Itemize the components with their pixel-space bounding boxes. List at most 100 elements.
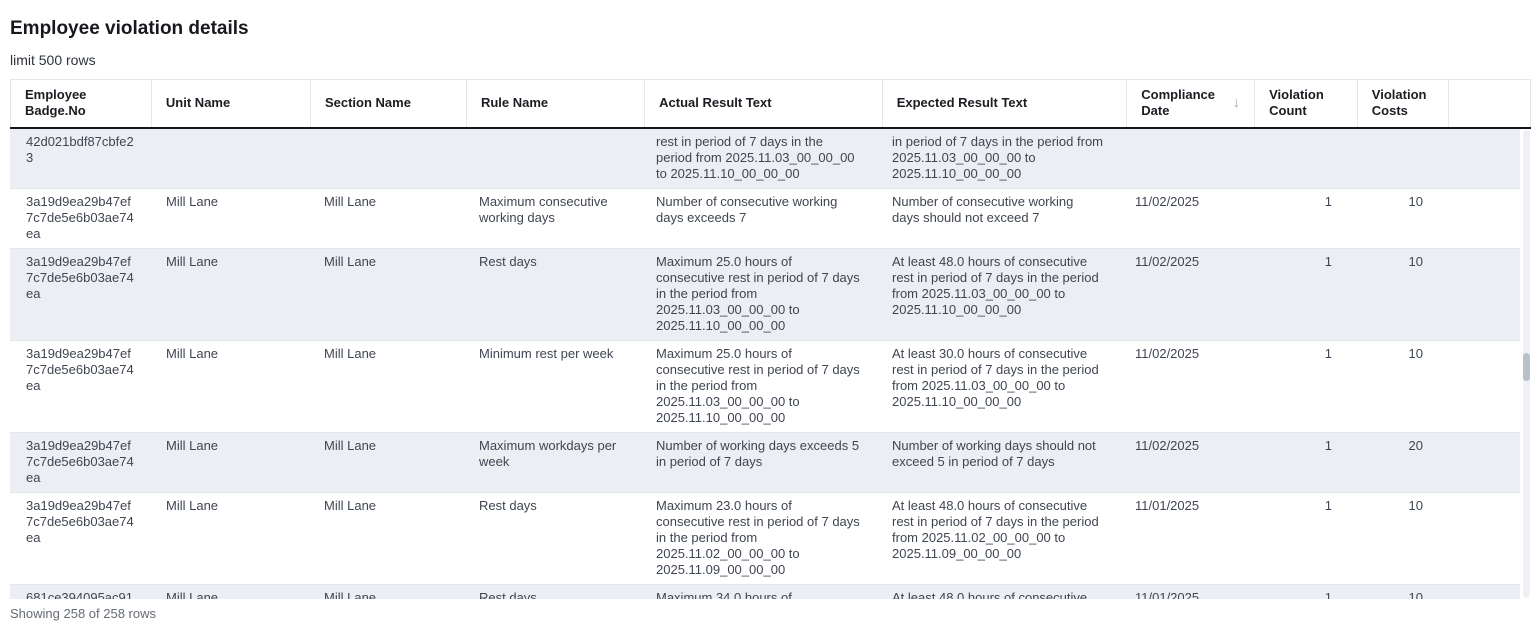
cell-count: 1 [1324,253,1332,269]
cell-rule [463,129,640,189]
column-header-label: Section Name [324,95,411,111]
column-header-unit[interactable]: Unit Name [151,79,311,128]
cell-rule: Rest days [479,497,537,513]
cell-rule: Rest days [479,589,537,599]
cell-section: Mill Lane [324,437,377,453]
cell-costs: 10 [1408,345,1423,361]
column-header-badge[interactable]: Employee Badge.No [10,79,152,128]
column-header-spacer [1449,80,1531,128]
sort-desc-icon[interactable]: ↓ [1232,94,1241,112]
cell-section: Mill Lane [324,345,377,361]
cell-badge: 681ce394095ac91a7fa9cef0e0d47c16 [26,589,133,599]
cell-unit: Mill Lane [166,589,219,599]
column-header-date[interactable]: Compliance Date ↓ [1126,79,1256,128]
cell-actual: Number of working days exceeds 5 in peri… [656,437,860,469]
cell-expected: At least 48.0 hours of consecutive rest … [892,253,1099,317]
cell-spacer [1439,432,1520,492]
cell-count: 1 [1324,497,1332,513]
cell-spacer [1439,188,1520,248]
cell-count: 1 [1324,345,1332,361]
cell-expected: At least 30.0 hours of consecutive rest … [892,345,1099,409]
cell-spacer [1439,340,1520,432]
cell-date: 11/02/2025 [1135,193,1200,209]
column-header-actual[interactable]: Actual Result Text [644,79,883,128]
cell-unit: Mill Lane [166,437,219,453]
cell-expected: Number of consecutive working days shoul… [892,193,1074,225]
cell-unit: Mill Lane [166,193,219,209]
cell-count: 1 [1324,589,1332,599]
table-row: 42d021bdf87cbfe23 rest in period of 7 day… [10,128,1520,189]
cell-actual: Number of consecutive working days excee… [656,193,838,225]
table-header-row: Employee Badge.No Unit Name Section Name Ru… [10,79,1531,128]
table-body-viewport[interactable]: 42d021bdf87cbfe23 rest in period of 7 day… [10,128,1531,599]
column-header-rule[interactable]: Rule Name [466,79,646,128]
row-count-status: Showing 258 of 258 rows [10,605,156,621]
column-header-section[interactable]: Section Name [310,79,467,128]
table-header: Employee Badge.No Unit Name Section Name Ru… [10,79,1531,129]
column-header-label: Employee Badge.No [25,87,87,119]
cell-costs: 10 [1408,497,1423,513]
column-header-label: Expected Result Text [896,95,1028,111]
column-header-label: Compliance Date [1141,87,1215,119]
cell-spacer [1439,584,1520,599]
row-limit-note: limit 500 rows [10,52,96,68]
table-row: 3a19d9ea29b47ef7c7de5e6b03ae74ea Mill Lan… [10,188,1520,248]
cell-rule: Maximum consecutive working days [479,193,608,225]
cell-expected: in period of 7 days in the period from 2… [892,133,1104,181]
table-row: 3a19d9ea29b47ef7c7de5e6b03ae74ea Mill Lan… [10,340,1520,432]
column-header-label: Rule Name [480,95,549,111]
cell-badge: 3a19d9ea29b47ef7c7de5e6b03ae74ea [26,193,134,241]
cell-date: 11/01/2025 [1135,589,1200,599]
cell-badge: 42d021bdf87cbfe23 [26,133,134,165]
cell-costs: 10 [1408,253,1423,269]
cell-rule: Minimum rest per week [479,345,614,361]
cell-expected: At least 48.0 hours of consecutive rest … [892,589,1088,599]
violations-table: Employee Badge.No Unit Name Section Name Ru… [10,79,1531,599]
cell-count: 1 [1324,193,1332,209]
column-header-count[interactable]: Violation Count [1254,79,1358,128]
cell-costs: 10 [1408,193,1423,209]
cell-costs: 10 [1408,589,1423,599]
cell-section [308,129,463,189]
cell-date [1119,129,1246,189]
cell-count [1246,129,1348,189]
cell-actual: rest in period of 7 days in the period f… [656,133,855,181]
cell-section: Mill Lane [324,193,377,209]
cell-unit [150,129,308,189]
cell-date: 11/02/2025 [1135,345,1200,361]
cell-expected: Number of working days should not exceed… [892,437,1096,469]
cell-date: 11/02/2025 [1135,437,1200,453]
cell-costs: 20 [1408,437,1423,453]
cell-date: 11/02/2025 [1135,253,1200,269]
cell-actual: Maximum 25.0 hours of consecutive rest i… [656,345,860,425]
cell-spacer [1439,492,1520,584]
cell-spacer [1439,129,1520,189]
table-row: 3a19d9ea29b47ef7c7de5e6b03ae74ea Mill Lan… [10,492,1520,584]
scrollbar-thumb[interactable] [1523,352,1530,381]
cell-section: Mill Lane [324,589,377,599]
cell-costs [1348,129,1439,189]
cell-section: Mill Lane [324,253,377,269]
table-row: 3a19d9ea29b47ef7c7de5e6b03ae74ea Mill Lan… [10,432,1520,492]
table-row: 681ce394095ac91a7fa9cef0e0d47c16 Mill Lan… [10,584,1520,599]
cell-count: 1 [1324,437,1332,453]
vertical-scrollbar[interactable] [1523,129,1530,598]
cell-unit: Mill Lane [166,253,219,269]
cell-badge: 3a19d9ea29b47ef7c7de5e6b03ae74ea [26,437,134,485]
column-header-label: Unit Name [165,95,231,111]
cell-date: 11/01/2025 [1135,497,1200,513]
cell-rule: Maximum workdays per week [479,437,617,469]
column-header-costs[interactable]: Violation Costs [1357,79,1450,128]
cell-actual: Maximum 23.0 hours of consecutive rest i… [656,497,860,577]
column-header-label: Actual Result Text [659,95,772,111]
cell-badge: 3a19d9ea29b47ef7c7de5e6b03ae74ea [26,253,134,301]
cell-actual: Maximum 25.0 hours of consecutive rest i… [656,253,860,333]
column-header-label: Violation Count [1269,87,1324,119]
table-row: 3a19d9ea29b47ef7c7de5e6b03ae74ea Mill Lan… [10,248,1520,340]
cell-expected: At least 48.0 hours of consecutive rest … [892,497,1099,561]
cell-section: Mill Lane [324,497,377,513]
column-header-expected[interactable]: Expected Result Text [882,79,1128,128]
cell-badge: 3a19d9ea29b47ef7c7de5e6b03ae74ea [26,497,134,545]
cell-badge: 3a19d9ea29b47ef7c7de5e6b03ae74ea [26,345,134,393]
